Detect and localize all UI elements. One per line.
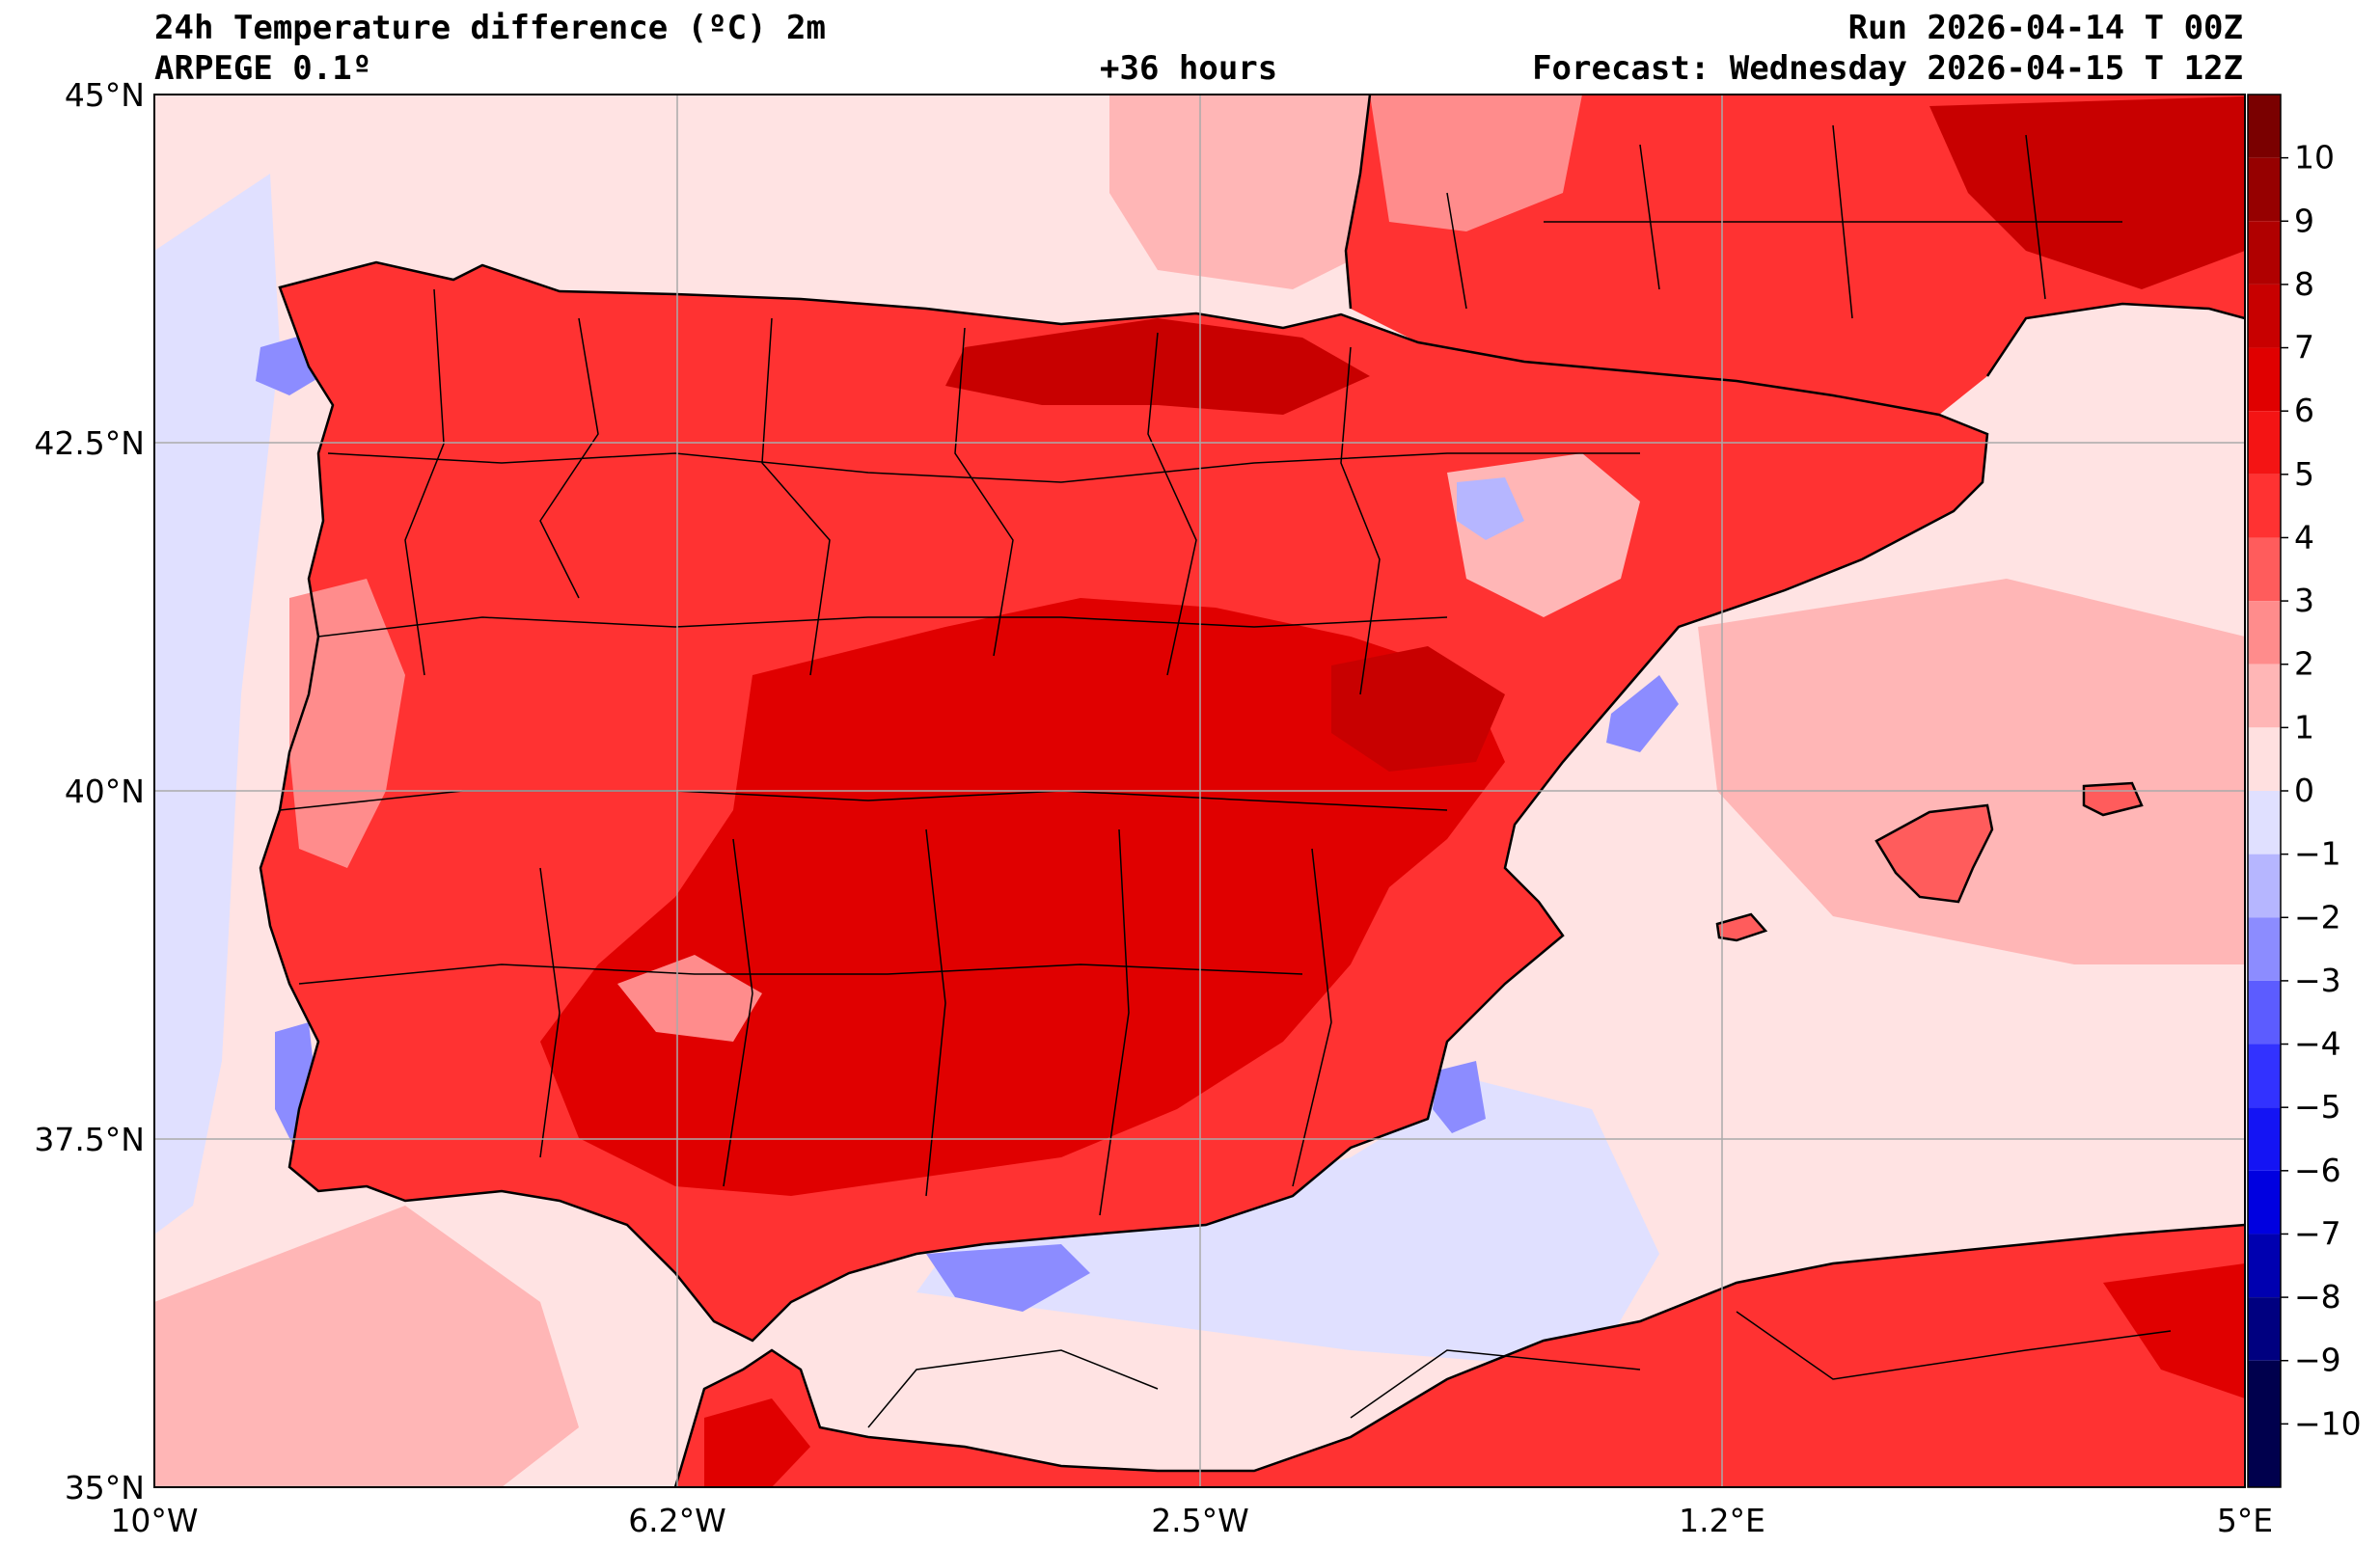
lon-label: 6.2°W <box>628 1502 726 1539</box>
sea-cool-patch-atlantic <box>154 174 280 1235</box>
lon-label: 1.2°E <box>1679 1502 1765 1539</box>
colorbar-band <box>2248 1360 2281 1487</box>
lat-label: 40°N <box>65 773 145 810</box>
colorbar-band <box>2248 1170 2281 1235</box>
colorbar-label: −8 <box>2294 1278 2341 1316</box>
sea-warm-patch-med <box>1698 579 2245 964</box>
iberia-mild-west <box>289 579 405 868</box>
lon-label: 2.5°W <box>1151 1502 1249 1539</box>
lat-label: 45°N <box>65 76 145 114</box>
colorbar-label: 9 <box>2294 202 2314 239</box>
forecast-label: Forecast: Wednesday 2026-04-15 T 12Z <box>1532 49 2243 88</box>
lon-label: 10°W <box>110 1502 198 1539</box>
iberia-coastline <box>259 260 1989 1343</box>
map-plot-area <box>154 95 2245 1487</box>
lat-label: 35°N <box>65 1469 145 1506</box>
colorbar-label: −10 <box>2294 1404 2362 1442</box>
colorbar-label: 8 <box>2294 265 2314 303</box>
sea-cool-spot-ebro <box>1606 675 1679 752</box>
lat-label: 42.5°N <box>34 424 145 462</box>
france-mild-patch <box>1370 95 1582 231</box>
colorbar-label: −6 <box>2294 1152 2341 1189</box>
colorbar-band <box>2248 284 2281 348</box>
colorbar-label: −4 <box>2294 1025 2341 1063</box>
lead-time-label: +36 hours <box>1100 49 1278 88</box>
colorbar-label: 3 <box>2294 582 2314 619</box>
map-title: 24h Temperature difference (ºC) 2m <box>154 9 826 47</box>
colorbar-label: 10 <box>2294 139 2335 176</box>
graticule <box>154 95 2245 1487</box>
colorbar-label: 7 <box>2294 329 2314 366</box>
iberia-cool-lleida <box>1457 477 1524 540</box>
colorbar-band <box>2248 601 2281 665</box>
colorbar-label: −5 <box>2294 1088 2341 1126</box>
sea-cool-spot-murcia <box>1433 1061 1486 1133</box>
colorbar-band <box>2248 727 2281 791</box>
france-coastline <box>1344 95 2245 377</box>
lat-axis: 45°N 42.5°N 40°N 37.5°N 35°N <box>34 76 145 1506</box>
sea-warm-patch-biscay <box>1109 95 1389 289</box>
north-africa-land <box>675 1225 2245 1487</box>
colorbar-label: −9 <box>2294 1342 2341 1379</box>
sea-warm-patch-southwest <box>154 1206 579 1487</box>
run-label: Run 2026-04-14 T 00Z <box>1847 9 2243 47</box>
colorbar-label: −7 <box>2294 1214 2341 1252</box>
colorbar-band <box>2248 474 2281 538</box>
africa-coastline <box>673 1223 2245 1487</box>
colorbar-band <box>2248 791 2281 855</box>
colorbar-band <box>2248 157 2281 222</box>
colorbar-band <box>2248 1107 2281 1171</box>
lon-axis: 10°W 6.2°W 2.5°W 1.2°E 5°E <box>110 1502 2273 1539</box>
colorbar-band <box>2248 347 2281 412</box>
colorbar-label: −3 <box>2294 962 2341 999</box>
colorbar-band <box>2248 95 2281 158</box>
iberia-hot-core <box>540 598 1505 1196</box>
colorbar-band <box>2248 537 2281 602</box>
colorbar-band <box>2248 1044 2281 1108</box>
balearic-coastlines <box>1715 781 2144 942</box>
lon-label: 5°E <box>2217 1502 2273 1539</box>
colorbar-band <box>2248 854 2281 918</box>
mallorca-land <box>1876 805 1992 902</box>
iberia-mild-guadalquivir <box>617 955 762 1042</box>
colorbar-label: 0 <box>2294 772 2314 809</box>
colorbar-band <box>2248 917 2281 981</box>
sea-cool-patch-alboran <box>916 1080 1659 1370</box>
colorbar-label: 2 <box>2294 645 2314 683</box>
iberia-hot-north <box>945 318 1370 415</box>
colorbar-label: −2 <box>2294 898 2341 936</box>
colorbar-band <box>2248 1234 2281 1298</box>
colorbar-label: −1 <box>2294 835 2341 873</box>
lat-label: 37.5°N <box>34 1121 145 1158</box>
colorbar-label: 1 <box>2294 708 2314 746</box>
sea-cool-spot-alboran <box>926 1244 1090 1312</box>
colorbar-band <box>2248 221 2281 285</box>
colorbar-band <box>2248 411 2281 475</box>
map-frame <box>153 94 2246 1488</box>
colorbar-band <box>2248 980 2281 1045</box>
colorbar-label: 4 <box>2294 518 2314 556</box>
colorbar-label: 5 <box>2294 455 2314 493</box>
north-africa-hot-patch-east <box>2103 1263 2245 1398</box>
model-label: ARPEGE 0.1º <box>154 49 372 88</box>
north-africa-hot-patch <box>704 1398 810 1487</box>
france-hot-patch <box>1929 96 2245 289</box>
colorbar-band <box>2248 1297 2281 1361</box>
colorbar-band <box>2248 664 2281 728</box>
colorbar-label: 6 <box>2294 392 2314 429</box>
iberia-hot-ebro <box>1331 646 1505 772</box>
